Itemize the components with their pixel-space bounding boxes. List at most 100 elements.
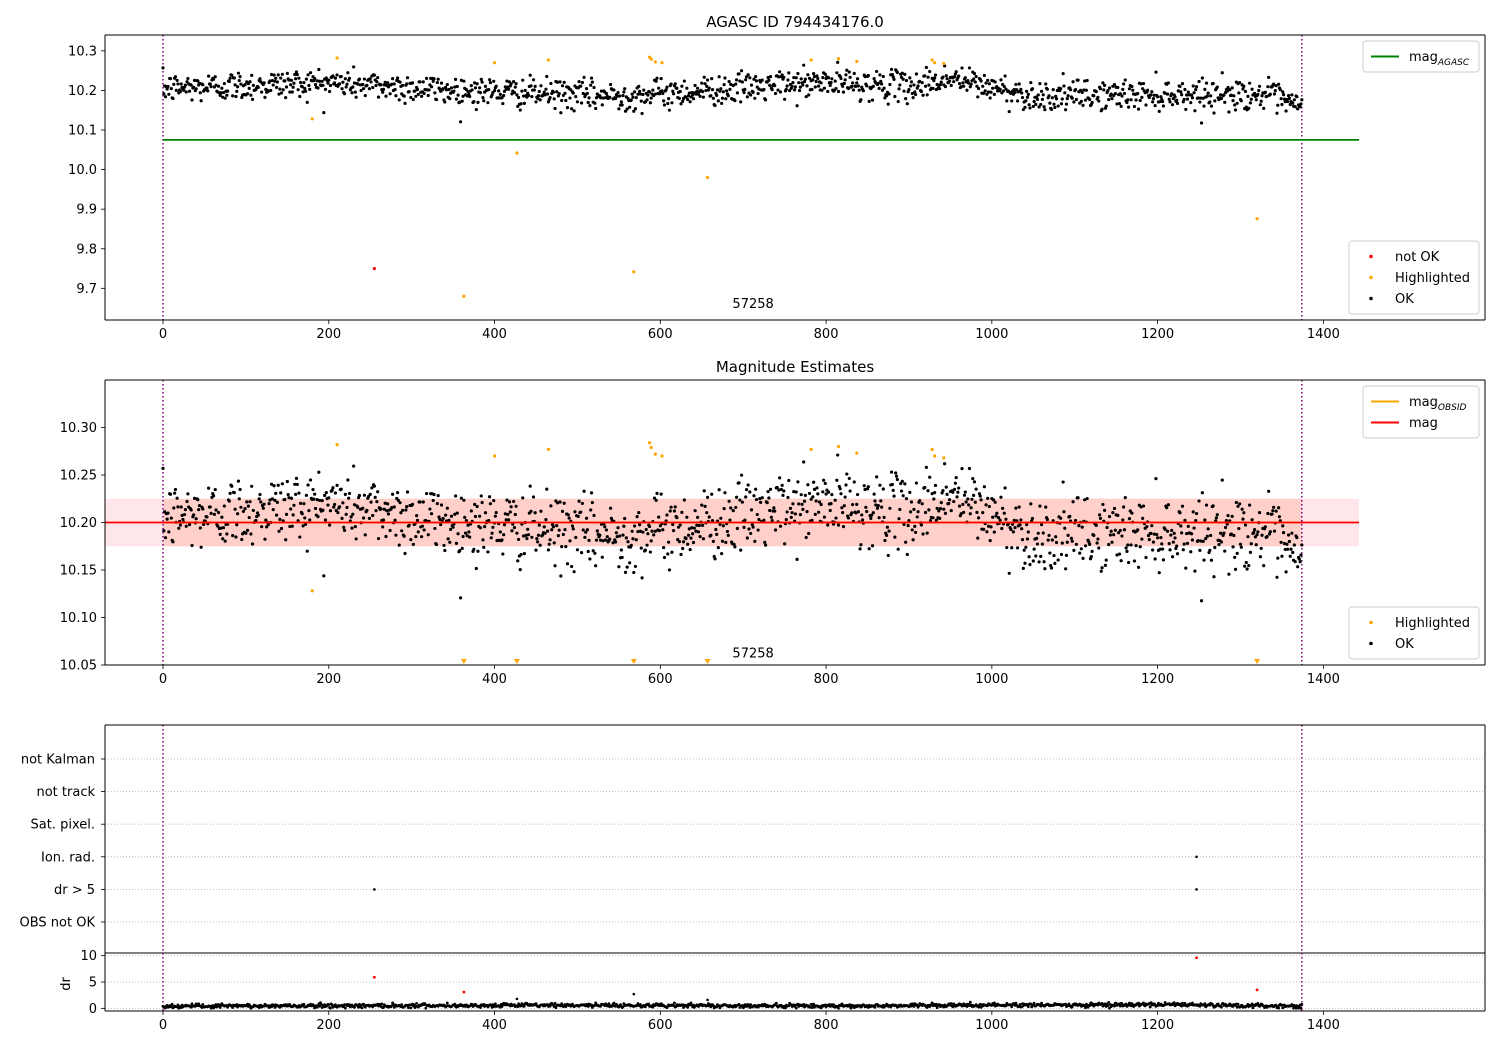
ok-point (1144, 555, 1148, 560)
dr-ok-point (1070, 1005, 1074, 1009)
x-tick-label: 400 (482, 1018, 507, 1033)
ok-point (468, 535, 472, 539)
ok-point (222, 504, 226, 508)
ok-point (271, 507, 275, 512)
ok-point (350, 526, 354, 530)
ok-point (816, 492, 820, 496)
ok-point (1116, 513, 1120, 517)
ok-point (1243, 523, 1248, 527)
ok-point (357, 493, 362, 498)
ok-point (449, 514, 454, 518)
ok-point (521, 496, 525, 500)
ok-point (728, 87, 732, 91)
ok-point (745, 536, 749, 540)
ok-point (1040, 542, 1045, 546)
ok-point (383, 501, 387, 505)
ok-point (845, 68, 849, 72)
ok-point (931, 86, 935, 91)
ok-point (603, 525, 607, 529)
ok-point (814, 79, 818, 84)
ok-point (924, 465, 928, 469)
dr-ok-point (392, 1005, 396, 1009)
ok-point (979, 498, 983, 502)
ok-point (1167, 97, 1171, 101)
ok-point (655, 76, 659, 80)
ok-point (473, 81, 477, 85)
ok-point (614, 531, 618, 535)
ok-point (1068, 514, 1072, 518)
ok-point (504, 87, 508, 91)
ok-point (507, 500, 512, 504)
dr-ok-point (949, 1002, 953, 1005)
ok-point (1110, 97, 1114, 101)
ok-point (716, 99, 720, 103)
ok-point (756, 91, 760, 96)
ok-point (616, 90, 620, 95)
ok-point (294, 77, 298, 81)
ok-point (756, 528, 760, 532)
ok-point (386, 502, 390, 506)
below-range-marker (704, 659, 711, 664)
ok-point (1118, 92, 1122, 96)
ok-point (547, 542, 551, 546)
ok-point (1064, 567, 1068, 571)
ok-point (621, 94, 625, 98)
ok-point (690, 90, 694, 95)
ok-point (421, 80, 425, 84)
ok-point (913, 524, 917, 528)
ok-point (973, 80, 977, 84)
ok-point (939, 80, 943, 84)
ok-point (291, 85, 295, 89)
ok-point (572, 109, 576, 113)
ok-point (733, 545, 737, 549)
ok-point (572, 570, 576, 574)
ok-point (952, 487, 957, 491)
ok-point (470, 88, 474, 92)
ok-point (938, 82, 943, 87)
ok-point (1015, 99, 1020, 103)
ok-point (1166, 503, 1170, 507)
ok-point (1206, 91, 1210, 95)
ok-point (880, 505, 884, 509)
ok-point (1259, 99, 1263, 103)
dr-ok-point (209, 1006, 213, 1010)
ok-point (207, 486, 211, 490)
ok-point (312, 497, 316, 501)
ok-point (184, 524, 188, 528)
ok-point (899, 489, 904, 493)
ok-point (729, 506, 733, 510)
ok-point (166, 511, 170, 515)
ok-point (792, 88, 797, 92)
ok-point (754, 497, 759, 502)
ok-point (918, 499, 922, 503)
ok-point (582, 489, 586, 493)
ok-point (807, 531, 811, 536)
ok-point (858, 547, 862, 551)
ok-point (1052, 553, 1056, 558)
ok-point (933, 483, 938, 488)
ok-point (1227, 110, 1231, 114)
ok-point (586, 549, 590, 554)
dr-ok-point (1292, 1006, 1295, 1010)
ok-point (1115, 102, 1119, 106)
ok-point (738, 79, 742, 83)
ok-point (262, 502, 266, 506)
ok-point (600, 555, 604, 559)
ok-point (1158, 547, 1162, 551)
ok-point (1185, 531, 1189, 536)
ok-point (752, 77, 756, 81)
dr-ok-point (837, 1006, 840, 1010)
ok-point (220, 515, 224, 519)
dr-ok-point (832, 1003, 835, 1007)
ok-point (1209, 558, 1214, 562)
ok-point (336, 510, 340, 515)
below-range-marker (1254, 659, 1261, 664)
ok-point (1208, 548, 1212, 552)
ok-point (279, 491, 283, 495)
ok-point (895, 70, 899, 75)
ok-point (994, 514, 998, 518)
ok-point (851, 81, 855, 85)
ok-point (1025, 89, 1029, 93)
ok-point (1004, 517, 1008, 521)
ok-point (1068, 88, 1073, 92)
